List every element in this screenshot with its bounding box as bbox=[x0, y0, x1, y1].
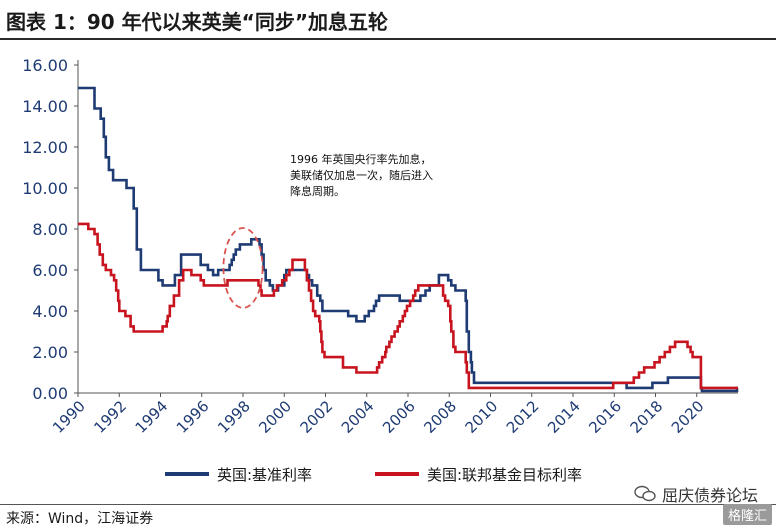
chart-title: 图表 1：90 年代以来英美“同步”加息五轮 bbox=[6, 10, 388, 34]
x-tick-label: 2008 bbox=[420, 397, 460, 437]
title-divider bbox=[0, 38, 776, 40]
y-tick-label: 6.00 bbox=[32, 261, 68, 280]
x-tick-label: 2018 bbox=[627, 397, 667, 437]
x-tick-label: 2010 bbox=[462, 397, 502, 437]
legend-item-uk: 英国:基准利率 bbox=[165, 462, 312, 486]
x-tick-label: 2020 bbox=[668, 397, 708, 437]
y-tick-label: 4.00 bbox=[32, 302, 68, 321]
legend-item-us: 美国:联邦基金目标利率 bbox=[375, 462, 582, 486]
x-tick-label: 2016 bbox=[585, 397, 625, 437]
x-tick-label: 1990 bbox=[49, 397, 89, 437]
watermark-badge: 格隆汇 bbox=[722, 504, 772, 525]
y-tick-label: 8.00 bbox=[32, 220, 68, 239]
source-note: 来源：Wind，江海证券 bbox=[6, 511, 154, 527]
y-tick-label: 14.00 bbox=[22, 97, 68, 116]
x-tick-label: 1992 bbox=[90, 397, 130, 437]
x-tick-label: 2002 bbox=[297, 397, 337, 437]
watermark: 屈庆债券论坛 bbox=[634, 482, 758, 506]
highlight-ellipse bbox=[222, 227, 264, 309]
y-tick-label: 16.00 bbox=[22, 56, 68, 75]
chart: 0.00 2.00 4.00 6.00 8.00 10.00 12.00 14.00 16.00… bbox=[22, 56, 739, 437]
x-tick-label: 2006 bbox=[379, 397, 419, 437]
wechat-icon bbox=[634, 485, 656, 502]
legend-label-us: 美国:联邦基金目标利率 bbox=[427, 465, 583, 484]
series-line-us bbox=[78, 222, 738, 390]
chart-legend: 英国:基准利率 美国:联邦基金目标利率 bbox=[0, 462, 776, 486]
legend-label-uk: 英国:基准利率 bbox=[217, 465, 313, 484]
title-bar: 图表 1：90 年代以来英美“同步”加息五轮 bbox=[0, 0, 776, 40]
y-tick-label: 2.00 bbox=[32, 343, 68, 362]
legend-swatch-us bbox=[375, 472, 419, 476]
legend-swatch-uk bbox=[165, 472, 209, 476]
x-tick-label: 2000 bbox=[255, 397, 295, 437]
chart-annotation: 1996 年英国央行率先加息，美联储仅加息一次，随后进入降息周期。 bbox=[290, 153, 433, 198]
watermark-text: 屈庆债券论坛 bbox=[661, 486, 758, 505]
footer-divider bbox=[0, 504, 776, 505]
y-tick-label: 10.00 bbox=[22, 179, 68, 198]
x-tick-label: 2012 bbox=[503, 397, 543, 437]
x-tick-label: 2004 bbox=[338, 397, 378, 437]
y-tick-label: 12.00 bbox=[22, 138, 68, 157]
x-tick-label: 1998 bbox=[214, 397, 254, 437]
series-line-uk bbox=[78, 86, 739, 393]
x-tick-label: 2014 bbox=[544, 397, 584, 437]
y-tick-label: 0.00 bbox=[32, 384, 68, 403]
x-tick-label: 1996 bbox=[173, 397, 213, 437]
x-tick-label: 1994 bbox=[132, 397, 172, 437]
